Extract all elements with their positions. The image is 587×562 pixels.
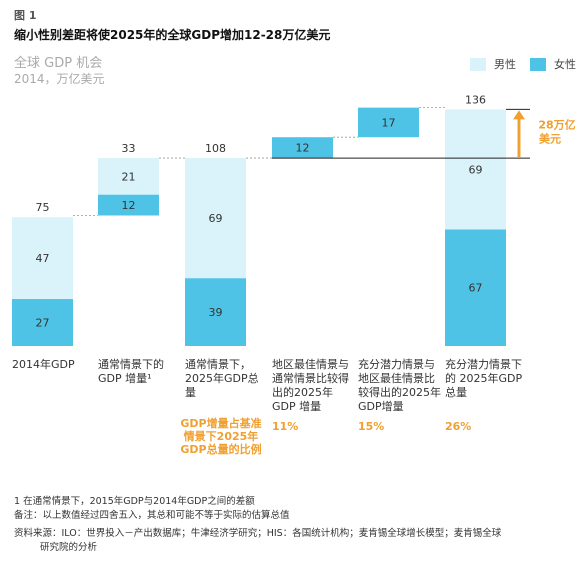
category-label-2: 通常情景下，2025年GDP总量: [185, 358, 259, 399]
bar-female-2: [185, 278, 246, 346]
bracket-value-line1: 28万亿: [538, 118, 575, 132]
source-line-2: 研究院的分析: [40, 542, 98, 553]
bar-male-2: [185, 158, 246, 279]
bar-female-value-4: 17: [382, 116, 396, 129]
bar-female-5: [445, 229, 506, 346]
legend-swatch-female: [530, 57, 546, 71]
bar-male-value-1: 21: [122, 170, 136, 183]
chart-title: 缩小性别差距将使2025年的全球GDP增加12-28万亿美元: [14, 28, 331, 42]
category-label-1: 通常情景下的GDP 增量¹: [98, 358, 164, 385]
bar-female-0: [12, 299, 73, 346]
source-line-1: 资料来源：ILO：世界投入－产出数据库；牛津经济学研究；HIS：各国统计机构；麦…: [14, 528, 502, 539]
bracket-value-line2: 美元: [539, 132, 561, 146]
legend-item-female: 女性: [530, 56, 576, 72]
bar-female-value-3: 12: [296, 142, 310, 155]
legend-swatch-male: [470, 57, 486, 71]
bar-female-4: [358, 107, 419, 138]
figure-label: 图 1: [14, 9, 37, 22]
bar-male-value-2: 69: [209, 212, 223, 225]
bar-male-5: [445, 109, 506, 230]
legend-item-male: 男性: [470, 56, 516, 72]
legend-label-female: 女性: [554, 58, 576, 71]
category-label-0: 2014年GDP: [12, 358, 75, 371]
bar-total-2: 108: [205, 142, 226, 155]
bar-total-5: 136: [465, 93, 486, 106]
bar-total-1: 33: [122, 142, 136, 155]
bracket-arrow-head: [513, 110, 525, 120]
share-value-4: 15%: [358, 420, 385, 433]
legend-label-male: 男性: [494, 58, 516, 71]
category-label-4: 充分潜力情景与地区最佳情景比较得出的2025年GDP增量: [358, 358, 441, 413]
bar-total-0: 75: [36, 201, 50, 214]
bar-female-value-1: 12: [122, 199, 136, 212]
bar-female-3: [272, 137, 333, 159]
bar-male-value-0: 47: [36, 252, 50, 265]
bar-male-1: [98, 158, 159, 195]
bar-female-value-5: 67: [469, 282, 483, 295]
bar-female-value-2: 39: [209, 306, 223, 319]
waterfall-chart: 27 47 75 12 21 33 39 69 108 12 17 67 69 136 28万亿美元: [12, 93, 576, 346]
share-value-3: 11%: [272, 420, 299, 433]
bar-female-value-0: 27: [36, 317, 50, 330]
chart-unit: 2014，万亿美元: [14, 72, 105, 86]
share-label: GDP增量占基准情景下2025年GDP总量的比例: [180, 417, 262, 456]
chart-subtitle: 全球 GDP 机会: [14, 56, 103, 71]
footnote-1: 1 在通常情景下，2015年GDP与2014年GDP之间的差额: [14, 496, 255, 507]
bar-male-value-5: 69: [469, 163, 483, 176]
category-label-5: 充分潜力情景下的 2025年GDP总量: [445, 358, 523, 399]
footnote-note: 备注：以上数值经过四舍五入，其总和可能不等于实际的估算总值: [14, 510, 290, 521]
share-value-5: 26%: [445, 420, 472, 433]
bar-male-0: [12, 217, 73, 300]
bar-female-1: [98, 194, 159, 216]
category-label-3: 地区最佳情景与通常情景比较得出的2025年GDP 增量: [272, 358, 349, 413]
